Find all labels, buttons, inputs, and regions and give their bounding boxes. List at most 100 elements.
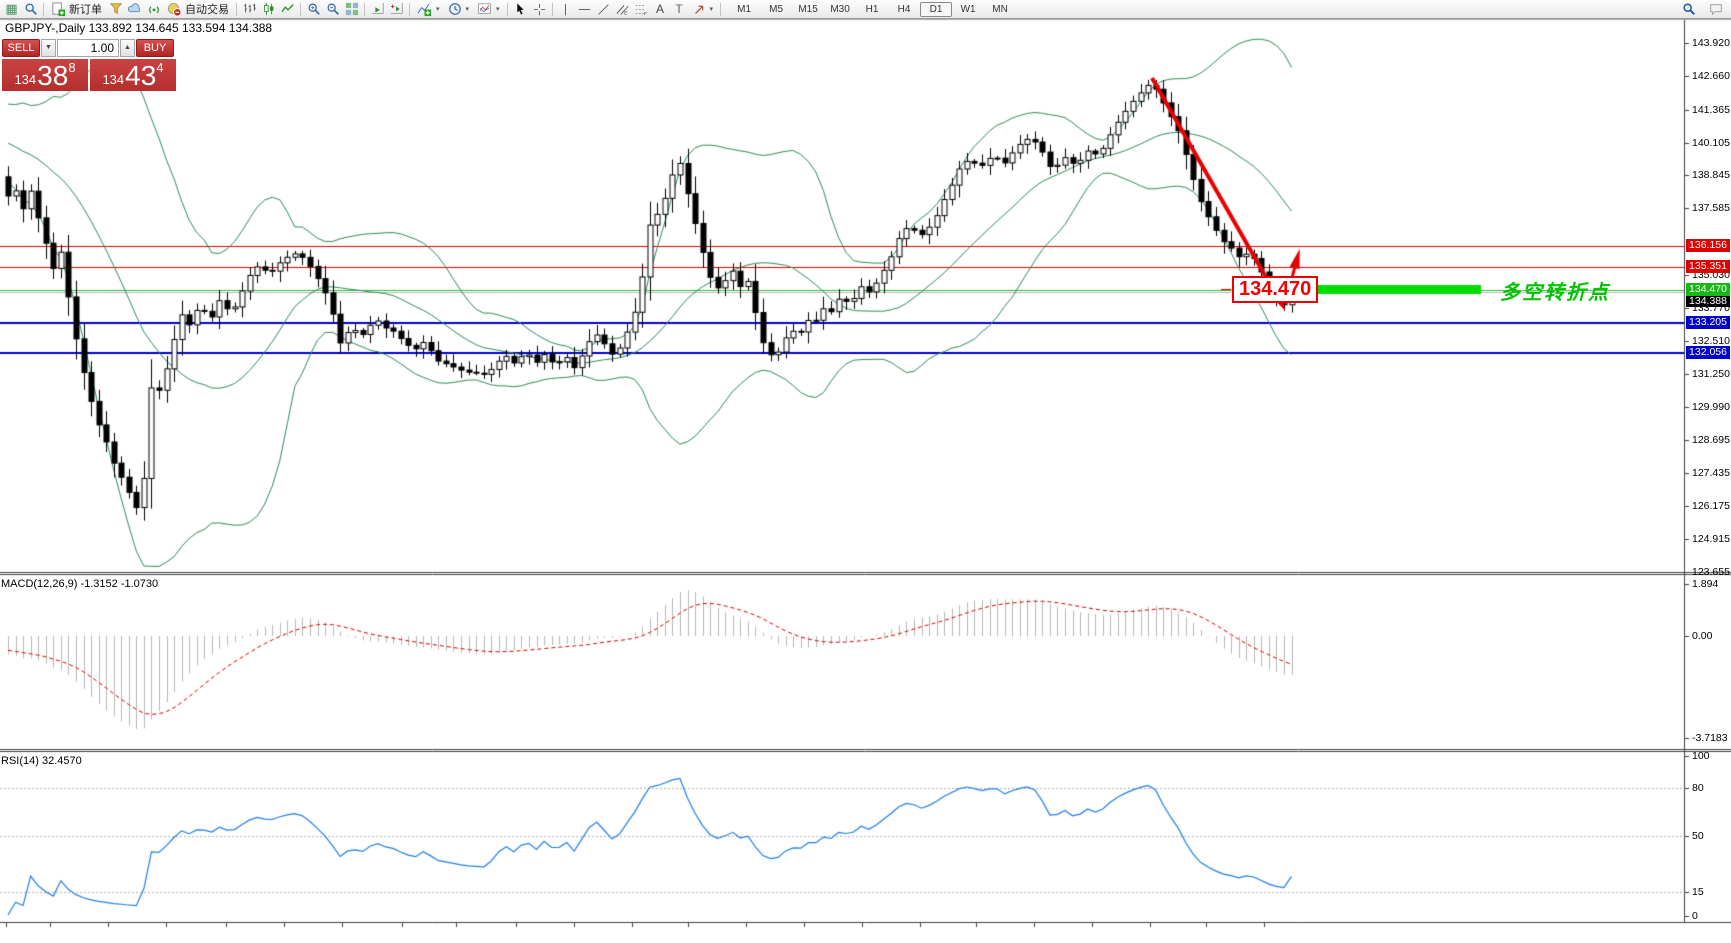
current-price-badge: 134.388 xyxy=(1686,294,1730,307)
toolbar-separator xyxy=(43,2,44,16)
time-axis[interactable] xyxy=(0,923,1684,943)
toolbar-separator xyxy=(364,2,365,16)
price-tick-label: 127.435 xyxy=(1692,467,1730,480)
chat-icon[interactable] xyxy=(1706,1,1725,17)
periods-button[interactable]: ▾ xyxy=(444,1,474,17)
horizontal-line-icon[interactable] xyxy=(575,1,594,17)
print-preview-icon[interactable] xyxy=(21,1,40,17)
timeframe-w1[interactable]: W1 xyxy=(960,3,976,15)
price-tick-label: 124.915 xyxy=(1692,533,1730,546)
templates-button[interactable]: ▾ xyxy=(473,1,504,17)
indicator-list-icon[interactable] xyxy=(106,1,125,17)
toolbar-separator xyxy=(551,2,553,16)
arrows-tool-button[interactable]: ▾ xyxy=(689,1,718,17)
auto-scroll-icon[interactable] xyxy=(368,1,387,17)
price-tick-label: 140.105 xyxy=(1692,136,1730,149)
price-annotation-label[interactable]: 134.470 xyxy=(1232,276,1319,303)
sell-price-pipette: 8 xyxy=(68,60,76,75)
candlestick-chart-icon[interactable] xyxy=(259,1,278,17)
timeframe-toolbar: M1 M5 M15 M30 H1 H4 D1 W1 MN xyxy=(728,1,1016,17)
volume-decrease-button[interactable]: ▼ xyxy=(41,39,56,57)
price-line-badge: 133.205 xyxy=(1686,315,1730,329)
toolbar-separator xyxy=(409,2,410,16)
buy-price-big-figure: 134 xyxy=(102,72,125,87)
volume-increase-button[interactable]: ▲ xyxy=(120,39,135,57)
buy-price-pips: 43 xyxy=(125,60,157,91)
rsi-tick-label: 50 xyxy=(1692,830,1704,842)
price-tick-label: 123.655 xyxy=(1692,566,1730,579)
price-tick-label: 142.660 xyxy=(1692,69,1730,82)
price-tick-label: 138.845 xyxy=(1692,169,1730,182)
buy-price-pipette: 4 xyxy=(156,60,164,75)
price-tick-label: 126.175 xyxy=(1692,500,1730,513)
timeframe-d1[interactable]: D1 xyxy=(920,1,953,17)
macd-tick-label: 1.894 xyxy=(1692,578,1719,591)
toolbar-separator xyxy=(720,2,722,16)
sell-price-display[interactable]: 134 38 8 xyxy=(2,59,88,91)
cursor-icon[interactable] xyxy=(511,1,530,17)
signals-icon[interactable] xyxy=(144,1,163,17)
fibonacci-icon[interactable]: F xyxy=(632,1,651,17)
svg-text:F: F xyxy=(643,11,646,16)
price-tick-label: 131.250 xyxy=(1692,367,1730,380)
sell-button[interactable]: SELL xyxy=(2,39,40,57)
timeframe-h4[interactable]: H4 xyxy=(897,3,911,15)
timeframe-m30[interactable]: M30 xyxy=(830,3,850,15)
text-label-icon[interactable]: T xyxy=(675,2,683,16)
vertical-line-icon[interactable] xyxy=(556,1,575,17)
rsi-indicator-label: RSI(14) 32.4570 xyxy=(1,755,82,767)
timeframe-m15[interactable]: M15 xyxy=(798,3,818,15)
panel-splitter-rsi[interactable] xyxy=(0,747,1731,753)
rsi-tick-label: 15 xyxy=(1692,886,1704,898)
autotrading-button[interactable]: 自动交易 xyxy=(163,1,233,17)
search-icon[interactable] xyxy=(1679,1,1698,17)
sell-price-pips: 38 xyxy=(37,60,69,91)
tile-windows-icon[interactable] xyxy=(342,1,361,17)
price-line-badge: 136.156 xyxy=(1686,238,1730,252)
buy-price-display[interactable]: 134 43 4 xyxy=(90,59,176,91)
turning-point-annotation[interactable]: 多空转折点 xyxy=(1500,282,1610,304)
buy-button[interactable]: BUY xyxy=(136,39,174,57)
chart-profiles-icon[interactable] xyxy=(125,1,144,17)
toolbar-separator xyxy=(506,2,508,16)
timeframe-m5[interactable]: M5 xyxy=(769,3,784,15)
panel-splitter-macd[interactable] xyxy=(0,570,1731,576)
toolbar-separator xyxy=(300,2,301,16)
timeframe-h1[interactable]: H1 xyxy=(865,3,879,15)
zoom-out-icon[interactable] xyxy=(323,1,342,17)
price-tick-label: 129.990 xyxy=(1692,400,1730,413)
price-line-badge: 134.470 xyxy=(1686,282,1730,296)
rsi-tick-label: 0 xyxy=(1692,910,1698,922)
price-tick-label: 143.920 xyxy=(1692,37,1730,49)
price-line-badge: 132.056 xyxy=(1686,345,1730,359)
crosshair-icon[interactable] xyxy=(530,1,549,17)
svg-text:E: E xyxy=(624,10,628,16)
chart-shift-icon[interactable] xyxy=(387,1,406,17)
indicators-add-button[interactable]: ▾ xyxy=(413,1,444,17)
bar-chart-icon[interactable] xyxy=(240,1,259,17)
text-icon[interactable]: A xyxy=(656,2,665,16)
trendline-icon[interactable] xyxy=(594,1,613,17)
zoom-in-icon[interactable] xyxy=(304,1,323,17)
line-chart-icon[interactable] xyxy=(278,1,297,17)
volume-input[interactable] xyxy=(57,39,119,57)
new-order-button[interactable]: 新订单 xyxy=(47,1,106,17)
chart-title: GBPJPY-,Daily 133.892 134.645 133.594 13… xyxy=(5,21,273,35)
price-tick-label: 141.365 xyxy=(1692,103,1730,116)
macd-tick-label: -3.7183 xyxy=(1692,731,1728,744)
rsi-tick-label: 100 xyxy=(1692,750,1710,762)
timeframe-mn[interactable]: MN xyxy=(992,3,1008,15)
timeframe-m1[interactable]: M1 xyxy=(737,3,752,15)
price-tick-label: 137.585 xyxy=(1692,202,1730,215)
chart-window-icon[interactable]: ▦ xyxy=(5,1,18,16)
macd-tick-label: 0.00 xyxy=(1692,630,1713,642)
sell-price-big-figure: 134 xyxy=(14,72,37,87)
toolbar-separator xyxy=(236,2,237,16)
price-tick-label: 128.695 xyxy=(1692,434,1730,447)
main-toolbar: ▦ 新订单 自动交易 xyxy=(0,0,1731,19)
price-line-badge: 135.351 xyxy=(1686,259,1730,273)
equidistant-channel-icon[interactable]: E xyxy=(613,1,632,17)
